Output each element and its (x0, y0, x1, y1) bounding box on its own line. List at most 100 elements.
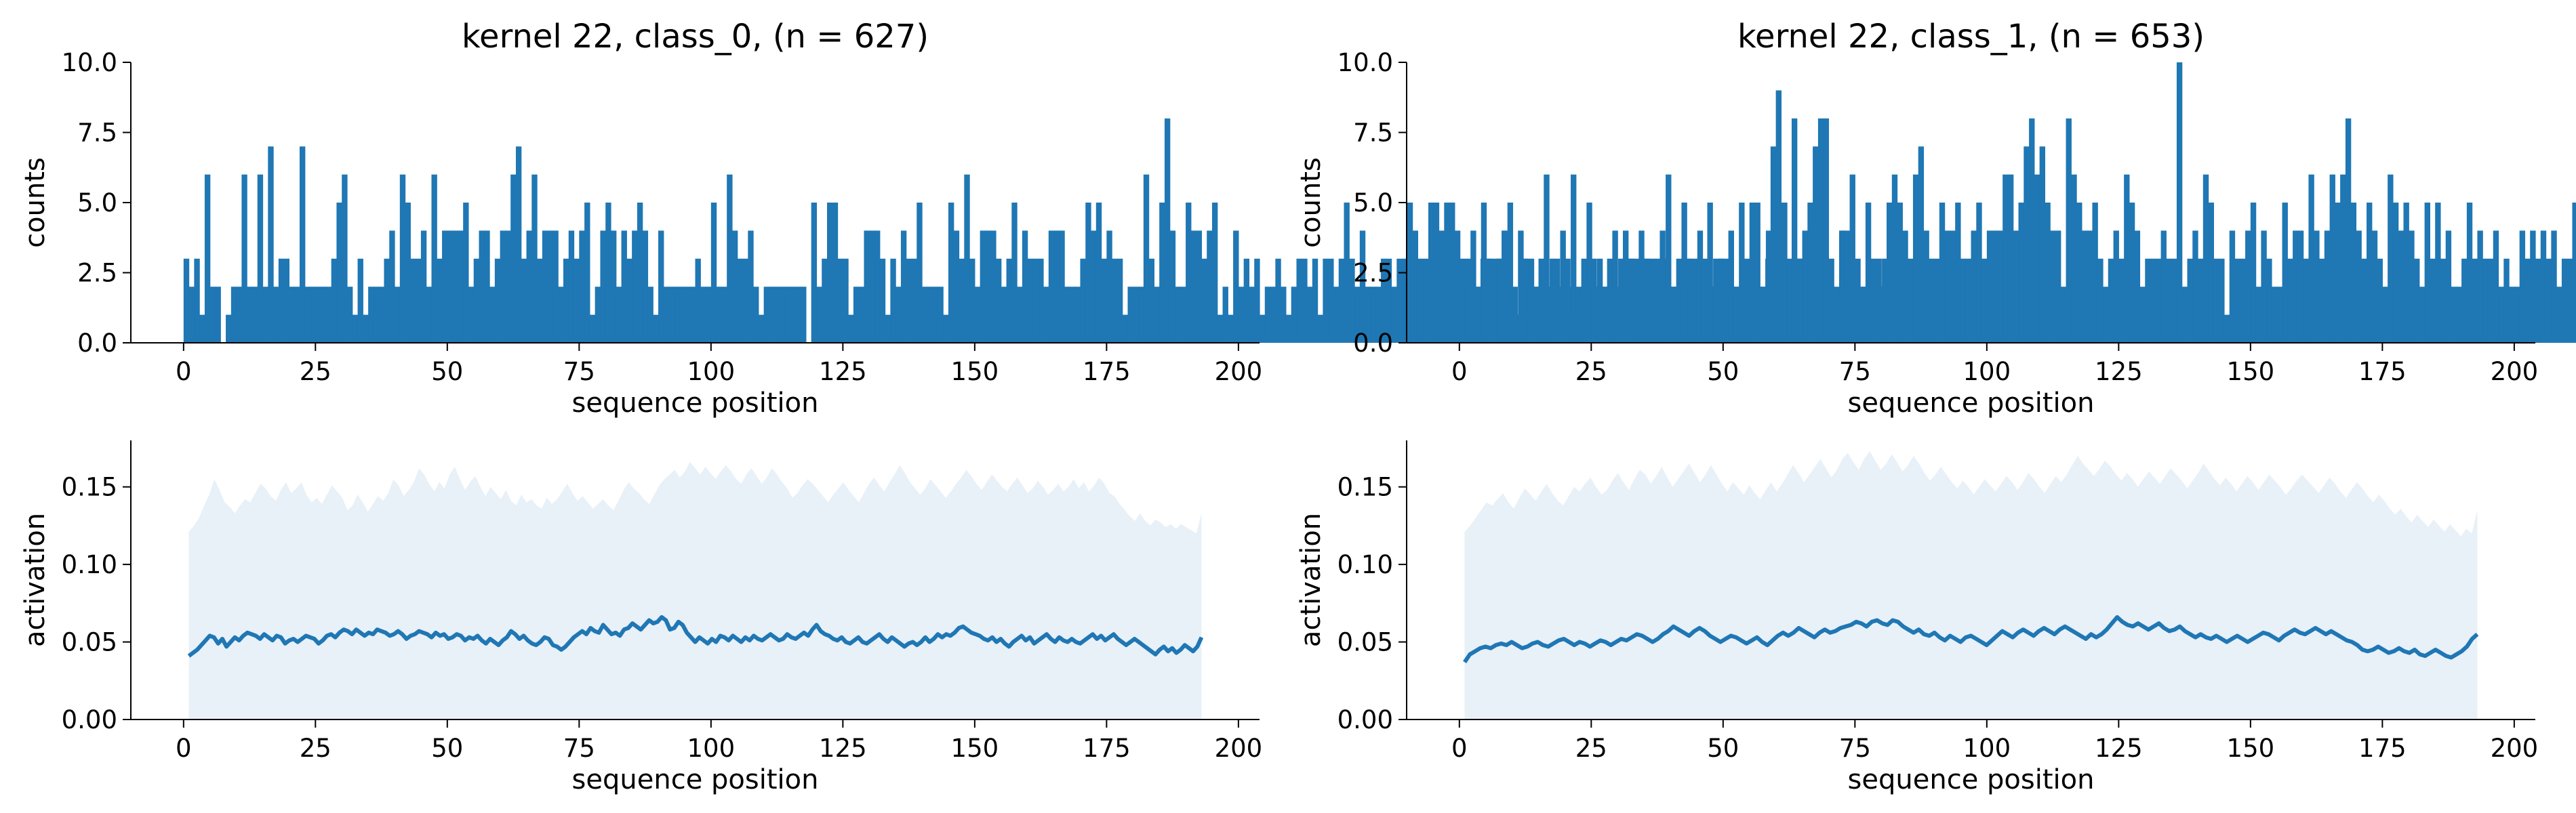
bar (1428, 203, 1434, 343)
bar (589, 314, 596, 343)
bar (1491, 287, 1497, 343)
bar (1559, 287, 1566, 343)
bar (605, 203, 611, 343)
bar (790, 287, 796, 343)
bar (1069, 287, 1076, 343)
bar (2350, 203, 2357, 343)
bar (399, 174, 406, 343)
bar (748, 230, 754, 343)
bar (384, 258, 390, 343)
bar (1518, 230, 1524, 343)
y-tick-label: 0.0 (77, 329, 117, 358)
bar (647, 287, 653, 343)
bar (325, 287, 332, 343)
bar (795, 287, 801, 343)
bar (2409, 230, 2415, 343)
x-axis-label: sequence position (1848, 388, 2095, 419)
bar (1691, 287, 1697, 343)
bar (1870, 258, 1877, 343)
bar (943, 314, 949, 343)
bar (1064, 287, 1070, 343)
bar (1965, 258, 1972, 343)
bar (1960, 258, 1967, 343)
bar (1312, 258, 1319, 343)
bar (321, 287, 327, 343)
bar (1571, 174, 1577, 343)
bar (1475, 287, 1481, 343)
bar (2202, 174, 2209, 343)
bar (542, 230, 548, 343)
bar (1623, 230, 1629, 343)
bar (1575, 314, 1582, 343)
bar (447, 230, 454, 343)
bar (1133, 287, 1139, 343)
bar (1838, 230, 1845, 343)
x-tick-label: 100 (687, 734, 736, 763)
bar (283, 258, 290, 343)
bar (742, 258, 748, 343)
x-tick-label: 175 (1083, 357, 1131, 386)
bar (1222, 287, 1228, 343)
bar (684, 287, 691, 343)
bar (357, 258, 363, 343)
x-axis-label: sequence position (572, 388, 819, 419)
bar (1860, 287, 1866, 343)
bar (2129, 203, 2135, 343)
bar (1813, 146, 1819, 343)
bar (2493, 230, 2499, 343)
bar (479, 230, 485, 343)
bar (1022, 230, 1028, 343)
bar (1754, 203, 1760, 343)
bar (489, 287, 496, 343)
bar (1059, 230, 1065, 343)
bar (1032, 258, 1039, 343)
bar (2223, 314, 2230, 343)
bar (442, 230, 448, 343)
bar (1765, 258, 1771, 343)
bar (1791, 118, 1798, 343)
bar (236, 287, 242, 343)
bar (1702, 258, 1708, 343)
chart-panel-2: 0 25 50 75 100 125 150 175 200 0.00 0.05 0.10 0.15 se… (20, 440, 1262, 795)
bar (1449, 203, 1455, 343)
mean-activation-line (187, 614, 1204, 658)
bar (2018, 203, 2024, 343)
bar (1596, 287, 1603, 343)
bar (1354, 287, 1361, 343)
bar (2134, 230, 2141, 343)
bar (573, 258, 580, 343)
x-tick-label: 175 (2358, 734, 2407, 763)
bar (2556, 287, 2562, 343)
bar (1570, 287, 1576, 343)
bar (2208, 203, 2214, 343)
bar (2419, 287, 2426, 343)
bar (679, 287, 685, 343)
bar (1902, 230, 1908, 343)
bar (1523, 258, 1529, 343)
bar (2250, 203, 2257, 343)
bar (721, 287, 727, 343)
bar (437, 258, 443, 343)
bar (922, 287, 928, 343)
bar (209, 287, 216, 343)
x-tick-label: 75 (1839, 734, 1871, 763)
bar (473, 258, 480, 343)
x-tick-label: 75 (1839, 357, 1871, 386)
bar (843, 258, 849, 343)
bar (251, 287, 258, 343)
chart-title: kernel 22, class_1, (n = 653) (1737, 18, 2205, 56)
bar (273, 287, 279, 343)
bar (1686, 258, 1692, 343)
bar (1085, 203, 1091, 343)
bar (1433, 203, 1440, 343)
bar (626, 258, 632, 343)
x-tick-label: 0 (1451, 734, 1468, 763)
bar (822, 258, 828, 343)
bar (1143, 174, 1150, 343)
bar (938, 287, 944, 343)
y-tick-label: 0.15 (1337, 473, 1393, 502)
bar (616, 287, 622, 343)
bar (2382, 287, 2388, 343)
bar (510, 174, 517, 343)
x-tick-label: 0 (176, 357, 192, 386)
